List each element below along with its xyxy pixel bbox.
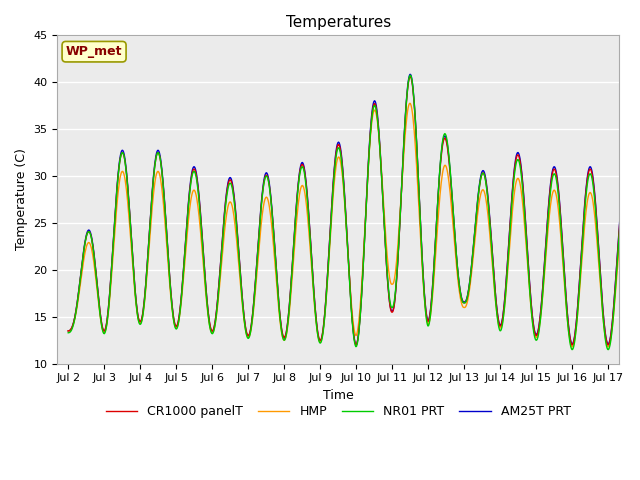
HMP (92, 276, 100, 282)
NR01 PRT (92, 270, 100, 276)
NR01 PRT (303, 196, 311, 202)
NR01 PRT (65, 330, 72, 336)
CR1000 panelT (65, 328, 72, 334)
AM25T PRT (406, 72, 414, 77)
HMP (604, 344, 612, 350)
AM25T PRT (303, 192, 311, 197)
HMP (621, 192, 629, 198)
AM25T PRT (352, 342, 360, 348)
CR1000 panelT (92, 268, 100, 274)
AM25T PRT (612, 263, 620, 269)
Y-axis label: Temperature (C): Temperature (C) (15, 149, 28, 251)
HMP (303, 210, 311, 216)
AM25T PRT (404, 79, 412, 85)
AM25T PRT (65, 328, 72, 334)
Text: WP_met: WP_met (66, 45, 122, 58)
Legend: CR1000 panelT, HMP, NR01 PRT, AM25T PRT: CR1000 panelT, HMP, NR01 PRT, AM25T PRT (101, 400, 575, 423)
NR01 PRT (404, 86, 412, 92)
CR1000 panelT (303, 193, 311, 199)
HMP (406, 100, 414, 106)
AM25T PRT (92, 268, 100, 274)
CR1000 panelT (604, 342, 612, 348)
CR1000 panelT (404, 87, 412, 93)
CR1000 panelT (172, 322, 179, 327)
Line: HMP: HMP (68, 103, 640, 347)
Line: AM25T PRT: AM25T PRT (68, 74, 640, 345)
NR01 PRT (172, 324, 179, 330)
NR01 PRT (406, 72, 414, 78)
CR1000 panelT (406, 74, 414, 80)
NR01 PRT (612, 269, 620, 275)
CR1000 panelT (621, 171, 629, 177)
Title: Temperatures: Temperatures (285, 15, 391, 30)
HMP (612, 276, 620, 281)
AM25T PRT (621, 168, 629, 174)
AM25T PRT (172, 323, 179, 328)
HMP (404, 108, 412, 114)
Line: CR1000 panelT: CR1000 panelT (68, 77, 640, 345)
CR1000 panelT (612, 264, 620, 270)
X-axis label: Time: Time (323, 389, 353, 402)
NR01 PRT (604, 347, 612, 352)
NR01 PRT (621, 176, 629, 182)
HMP (172, 324, 179, 329)
Line: NR01 PRT: NR01 PRT (68, 75, 640, 349)
HMP (65, 328, 72, 334)
